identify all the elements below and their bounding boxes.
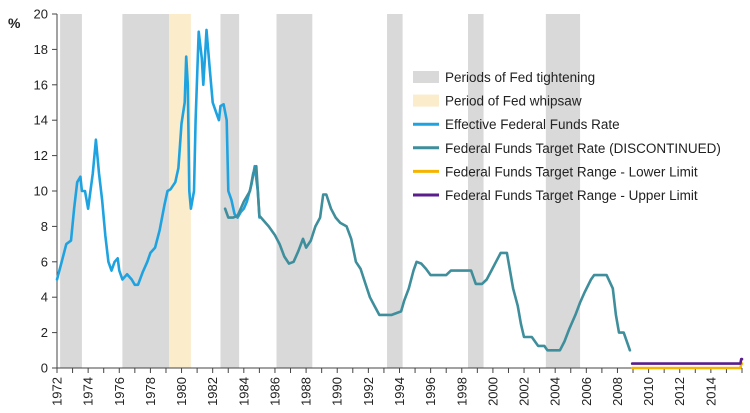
x-tick-label: 2000	[485, 377, 500, 406]
legend-label-4: Federal Funds Target Range - Lower Limit	[445, 164, 698, 179]
legend-swatch-0	[413, 71, 439, 83]
x-tick-label: 2004	[548, 377, 563, 406]
y-tick-label: 4	[41, 290, 48, 305]
x-tick-label: 1974	[81, 377, 96, 406]
legend-label-1: Period of Fed whipsaw	[445, 94, 582, 109]
tightening-band-3	[276, 14, 313, 368]
y-tick-label: 8	[41, 219, 48, 234]
y-axis-unit: %	[8, 15, 21, 31]
tightening-band-1	[122, 14, 170, 368]
legend-label-3: Federal Funds Target Rate (DISCONTINUED)	[445, 141, 721, 156]
tightening-band-4	[387, 14, 403, 368]
x-tick-label: 2002	[517, 377, 532, 406]
x-tick-label: 2014	[703, 377, 718, 406]
x-tick-label: 1988	[299, 377, 314, 406]
x-tick-label: 1994	[392, 377, 407, 406]
series-line-1	[223, 164, 632, 352]
x-tick-label: 2010	[641, 377, 656, 406]
x-tick-label: 1972	[50, 377, 65, 406]
x-tick-label: 2012	[672, 377, 687, 406]
x-tick-label: 1998	[454, 377, 469, 406]
tightening-band-5	[468, 14, 484, 368]
x-tick-label: 1980	[174, 377, 189, 406]
x-tick-label: 1984	[236, 377, 251, 406]
tightening-band-2	[220, 14, 240, 368]
y-tick-label: 12	[34, 148, 48, 163]
legend: Periods of Fed tightening Period of Fed w…	[413, 70, 721, 203]
y-tick-label: 6	[41, 254, 48, 269]
x-tick-label: 1982	[205, 377, 220, 406]
legend-swatch-1	[413, 94, 439, 107]
x-tick-label: 1986	[267, 377, 282, 406]
legend-label-0: Periods of Fed tightening	[445, 70, 595, 85]
y-tick-label: 20	[34, 7, 48, 22]
series-line-3	[630, 357, 744, 365]
legend-label-2: Effective Federal Funds Rate	[445, 117, 620, 132]
y-tick-label: 16	[34, 77, 48, 92]
x-tick-label: 1976	[112, 377, 127, 406]
series-line-0	[55, 28, 261, 287]
x-tick-label: 1996	[423, 377, 438, 406]
y-tick-label: 18	[34, 42, 48, 57]
series-lines	[55, 28, 744, 370]
tightening-band-6	[545, 14, 581, 368]
x-tick-label: 1978	[143, 377, 158, 406]
tightening-band-0	[60, 14, 82, 368]
x-tick-label: 1990	[330, 377, 345, 406]
legend-label-5: Federal Funds Target Range - Upper Limit	[445, 188, 698, 203]
y-tick-label: 10	[34, 184, 48, 199]
y-tick-label: 14	[34, 113, 48, 128]
x-tick-label: 2006	[579, 377, 594, 406]
x-tick-label: 2008	[610, 377, 625, 406]
y-tick-label: 0	[41, 361, 48, 376]
axes: 0 2 4 6 8 10 12 14 16 18 20 1972 1974 1976 1978 1980 198…	[34, 7, 743, 406]
y-tick-label: 2	[41, 325, 48, 340]
x-tick-label: 1992	[361, 377, 376, 406]
